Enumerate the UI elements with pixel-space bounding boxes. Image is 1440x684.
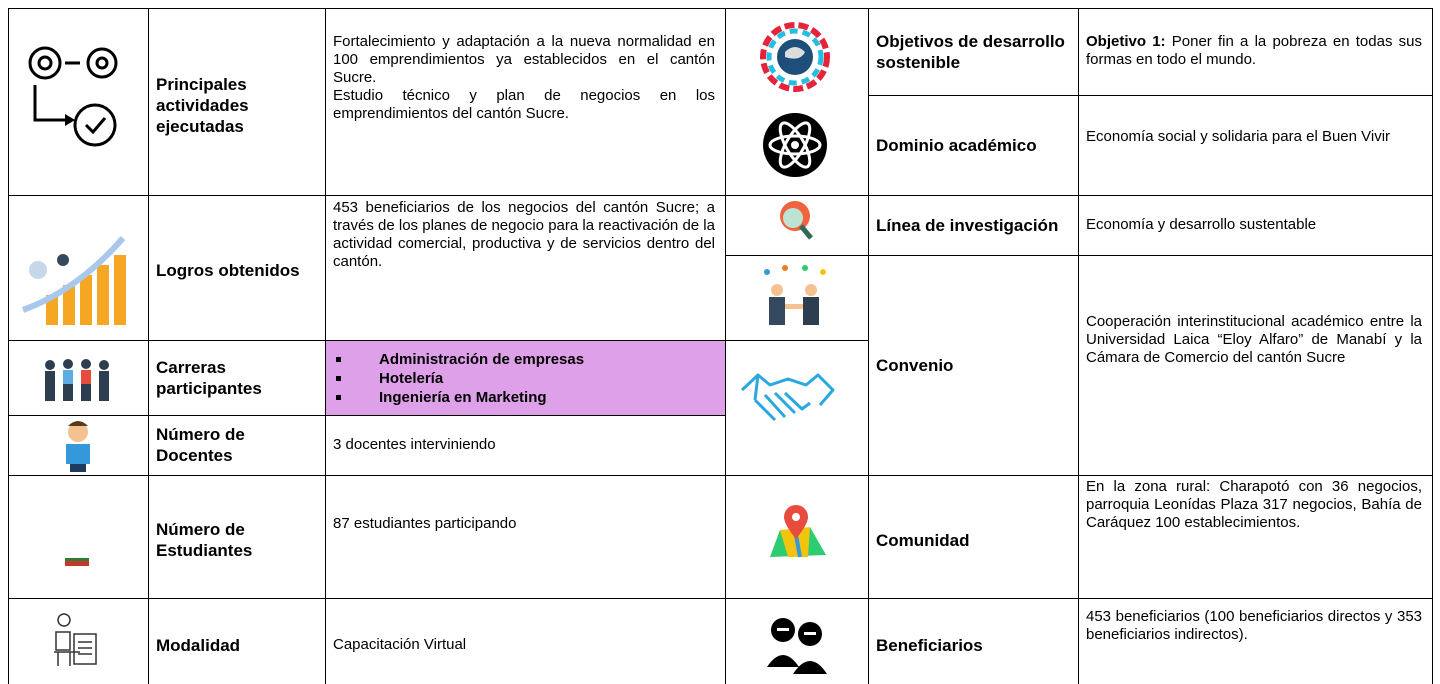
row-content: Cooperación interinstitucional académico… — [1086, 313, 1422, 366]
bullet — [336, 356, 341, 362]
row-label: Comunidad — [876, 530, 970, 550]
map-icon — [770, 505, 826, 558]
row-content: En la zona rural: Charapotó con 36 negoc… — [1086, 478, 1422, 531]
row-content: Objetivo 1: Poner fin a la pobreza en to… — [1078, 33, 1432, 69]
agreement-icon — [764, 265, 826, 325]
row-label: Dominio académico — [876, 135, 1037, 155]
list-item: Ingeniería en Marketing — [332, 388, 725, 407]
research-icon — [780, 201, 813, 240]
gears-icon — [28, 46, 118, 147]
content-lead: Objetivo 1: — [1086, 33, 1166, 50]
ods-icon — [760, 22, 830, 92]
people-icon — [45, 359, 109, 401]
paragraph: Fortalecimiento y adaptación a la nueva … — [333, 33, 715, 86]
item-text: Administración de empresas — [379, 350, 585, 368]
row-label: Objetivos de desarrollo sostenible — [876, 31, 1065, 72]
row-label: Número de Docentes — [156, 425, 245, 465]
content-text: Poner fin a la pobreza en todas sus form… — [1086, 33, 1422, 68]
atom-icon — [763, 113, 827, 177]
virtual-icon — [54, 613, 97, 666]
beneficiaries-icon — [767, 618, 827, 674]
row-content: Fortalecimiento y adaptación a la nueva … — [325, 33, 725, 123]
row-content: 453 beneficiarios (100 beneficiarios dir… — [1086, 608, 1422, 643]
row-content: 453 beneficiarios de los negocios del ca… — [325, 199, 725, 271]
row-label: Logros obtenidos — [156, 260, 300, 280]
paragraph: Estudio técnico y plan de negocios en lo… — [333, 87, 715, 122]
row-content: Capacitación Virtual — [325, 620, 725, 670]
paragraph: 87 estudiantes participando — [333, 515, 517, 532]
list-item: Hotelería — [332, 369, 725, 388]
teacher-icon — [66, 421, 90, 472]
bullet — [336, 394, 341, 400]
student-icon — [65, 558, 89, 566]
row-content: Economía y desarrollo sustentable — [1086, 216, 1317, 233]
row-label: Carreras participantes — [156, 357, 262, 398]
paragraph: Capacitación Virtual — [333, 636, 467, 653]
row-content: 87 estudiantes participando — [325, 515, 725, 533]
paragraph: 3 docentes interviniendo — [333, 436, 496, 453]
handshake-icon — [740, 373, 835, 422]
bullet — [336, 375, 341, 381]
row-content: 3 docentes interviniendo — [325, 415, 725, 475]
item-text: Ingeniería en Marketing — [379, 388, 547, 406]
row-label: Número de Estudiantes — [156, 520, 253, 560]
row-label: Modalidad — [156, 635, 241, 655]
paragraph: 453 beneficiarios de los negocios del ca… — [333, 199, 715, 270]
row-label: Línea de investigación — [876, 215, 1059, 235]
row-content: Administración de empresas Hotelería Ing… — [326, 341, 725, 415]
item-text: Hotelería — [379, 369, 444, 387]
row-content: Economía social y solidaria para el Buen… — [1086, 128, 1391, 145]
row-label: Principales actividades ejecutadas — [156, 74, 249, 136]
row-label: Beneficiarios — [876, 635, 983, 655]
list-item: Administración de empresas — [332, 350, 725, 369]
row-label: Convenio — [876, 355, 954, 375]
growth-icon — [21, 236, 126, 325]
